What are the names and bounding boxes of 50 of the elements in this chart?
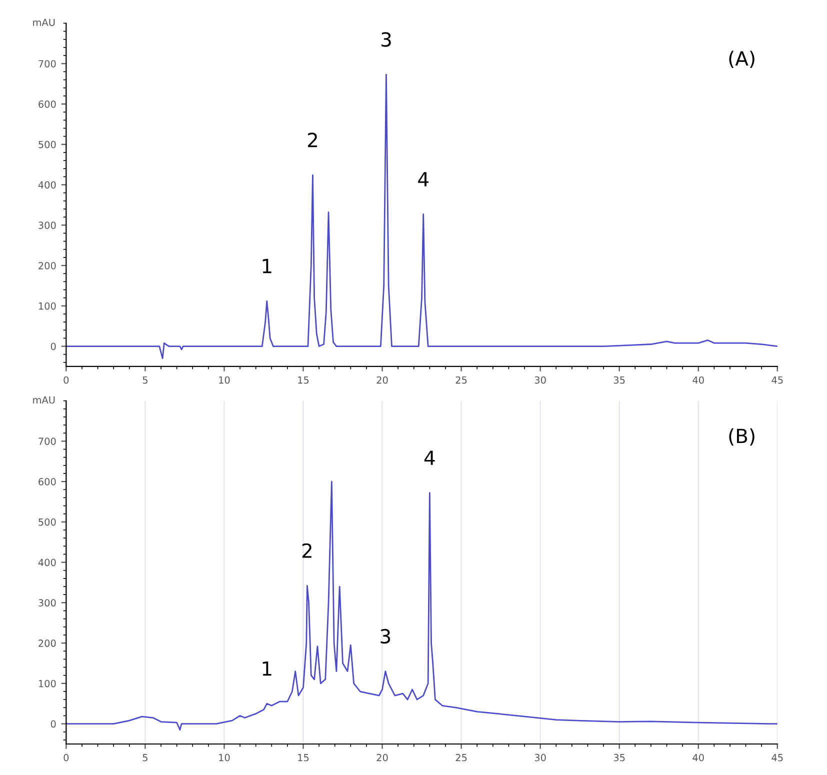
y-tick-label: 300	[38, 599, 56, 607]
y-tick-label: 500	[38, 140, 56, 148]
y-tick-label: 300	[38, 222, 56, 229]
y-tick-label: 400	[38, 558, 56, 566]
annotation: 1	[262, 258, 272, 274]
y-tick-label: 100	[38, 302, 56, 310]
x-tick-label: 45	[772, 754, 783, 762]
y-tick-label: 400	[38, 181, 56, 189]
y-tick-label: 200	[38, 262, 56, 270]
x-tick-label: 10	[219, 376, 230, 384]
x-tick-label: 45	[772, 376, 783, 384]
x-tick-label: 35	[614, 376, 625, 384]
y-tick-label: 500	[38, 518, 56, 526]
annotation: 2	[308, 132, 317, 148]
y-tick-label: 0	[50, 720, 56, 728]
y-tick-label: 600	[38, 100, 56, 108]
y-axis-title: mAU	[33, 18, 55, 26]
y-tick-label: 0	[50, 342, 56, 350]
x-tick-label: 20	[376, 754, 388, 762]
annotation: 2	[302, 543, 312, 558]
x-tick-label: 20	[376, 376, 388, 384]
y-tick-label: 700	[38, 438, 56, 445]
x-tick-label: 0	[64, 376, 69, 384]
annotation: 4	[418, 172, 428, 186]
y-axis-title: mAU	[33, 396, 55, 404]
annotation: 1	[262, 661, 272, 676]
y-tick-label: 100	[38, 680, 56, 688]
x-tick-label: 5	[142, 754, 148, 762]
x-tick-label: 10	[219, 754, 230, 762]
annotation: 4	[424, 450, 435, 465]
x-tick-label: 35	[614, 754, 625, 762]
annotation: 3	[382, 32, 391, 47]
x-tick-label: 40	[692, 376, 704, 384]
line-series	[66, 74, 778, 360]
text: (A)	[729, 50, 754, 68]
x-tick-label: 40	[692, 754, 704, 762]
x-tick-label: 15	[298, 376, 309, 384]
annotation: 3	[380, 628, 390, 644]
x-tick-label: 30	[534, 754, 546, 762]
x-tick-label: 25	[456, 754, 467, 762]
y-tick-label: 600	[38, 478, 56, 486]
text: (B)	[729, 428, 754, 446]
x-tick-label: 30	[534, 376, 546, 384]
y-tick-label: 700	[38, 60, 56, 68]
x-tick-label: 0	[64, 754, 69, 762]
x-tick-label: 15	[298, 754, 309, 762]
y-tick-label: 200	[38, 640, 56, 647]
x-tick-label: 5	[142, 376, 148, 384]
x-tick-label: 25	[456, 376, 467, 384]
line-series	[66, 480, 778, 731]
